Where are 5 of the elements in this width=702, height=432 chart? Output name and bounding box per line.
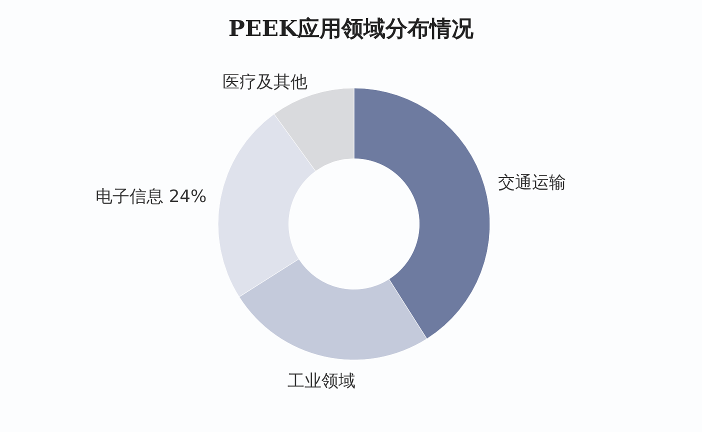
slice-label: 工业领域 — [287, 371, 356, 392]
slice-label: 电子信息 24% — [95, 186, 207, 207]
slice-label: 医疗及其他 — [222, 72, 308, 92]
chart-title: PEEK应用领域分布情况 — [228, 16, 475, 42]
slice-label: 交通运输 — [498, 173, 566, 194]
